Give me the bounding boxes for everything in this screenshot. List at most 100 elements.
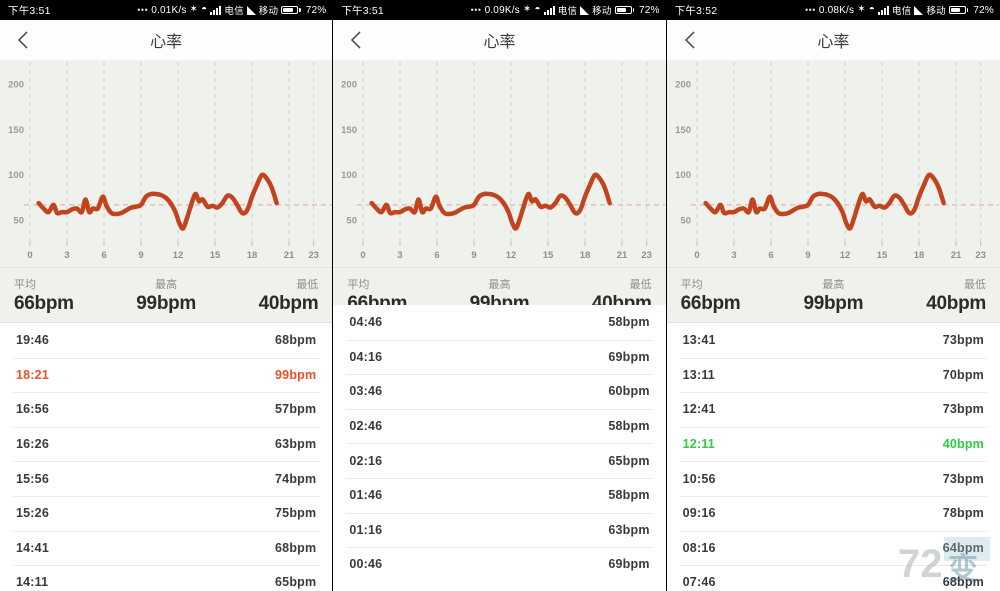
back-chevron-icon[interactable]	[333, 20, 379, 60]
heart-rate-chart: 50 100 150 200 0 3 6 9 12 15 18 21 23	[0, 60, 333, 268]
page-title: 心率	[150, 34, 183, 51]
svg-text:0: 0	[694, 250, 699, 261]
measurement-list[interactable]: 13:41 73bpm 13:11 70bpm 12:41 73bpm 12:11 40bpm…	[666, 323, 1000, 591]
network-speed: 0.08K/s	[818, 4, 855, 16]
measurement-time: 15:56	[16, 471, 49, 486]
signal-bars-icon	[878, 5, 890, 15]
measurement-row[interactable]: 00:46 69bpm	[333, 547, 665, 582]
stat-min: 最低 40bpm	[884, 276, 986, 315]
bluetooth-icon: ✶	[857, 4, 866, 15]
svg-text:18: 18	[247, 250, 258, 261]
svg-text:21: 21	[284, 250, 295, 261]
status-bar: 下午3:52 ••• 0.08K/s ✶ ◓ 电信 移动 72%	[666, 0, 1000, 20]
stat-label: 最高	[155, 278, 178, 291]
svg-text:200: 200	[675, 80, 691, 91]
measurement-row[interactable]: 01:16 63bpm	[333, 512, 665, 548]
measurement-row[interactable]: 03:46 60bpm	[333, 374, 665, 409]
stat-min: 最低 40bpm	[217, 276, 319, 315]
measurement-time: 03:46	[349, 384, 383, 399]
chart-x-axis	[666, 267, 1000, 268]
measurement-time: 14:11	[16, 575, 49, 590]
chart-gridlines	[362, 62, 648, 242]
svg-text:18: 18	[913, 250, 924, 261]
svg-text:21: 21	[950, 250, 961, 261]
status-time: 下午3:52	[674, 4, 718, 17]
measurement-value: 58bpm	[608, 315, 650, 330]
measurement-value: 68bpm	[942, 575, 984, 590]
bluetooth-icon: ✶	[189, 4, 199, 15]
measurement-list[interactable]: 04:46 58bpm 04:16 69bpm 03:46 60bpm 02:46 58bpm…	[333, 305, 666, 582]
status-time: 下午3:51	[8, 4, 51, 17]
measurement-time: 02:16	[349, 453, 383, 468]
measurement-row[interactable]: 15:26 75bpm	[0, 495, 332, 531]
svg-text:15: 15	[210, 250, 221, 261]
measurement-row[interactable]: 08:16 64bpm	[667, 530, 1000, 566]
measurement-row[interactable]: 13:41 73bpm	[667, 323, 1000, 358]
measurement-value: 73bpm	[942, 402, 984, 417]
chart-series-line	[36, 172, 279, 231]
status-time: 下午3:51	[341, 4, 384, 17]
stats-summary: 平均 66bpm 最高 99bpm 最低 40bpm	[0, 268, 333, 323]
measurement-row[interactable]: 16:56 57bpm	[0, 392, 332, 427]
stat-label: 平均	[14, 278, 36, 291]
measurement-time: 04:16	[349, 349, 383, 364]
network-speed: 0.01K/s	[151, 4, 187, 16]
carrier-label-2: 移动	[926, 6, 946, 17]
svg-text:15: 15	[876, 250, 887, 261]
measurement-row[interactable]: 04:16 69bpm	[333, 339, 665, 375]
chart-y-ticks: 50 100 150 200	[341, 80, 357, 227]
carrier-label-1: 电信	[557, 6, 578, 17]
measurement-list[interactable]: 19:46 68bpm 18:21 99bpm 16:56 57bpm 16:26 63bpm…	[0, 323, 333, 591]
svg-text:21: 21	[617, 250, 628, 261]
measurement-row[interactable]: 14:11 65bpm	[0, 565, 332, 591]
measurement-value: 78bpm	[942, 506, 984, 521]
measurement-row[interactable]: 09:16 78bpm	[667, 495, 1000, 531]
measurement-time: 00:46	[349, 557, 383, 572]
measurement-row[interactable]: 01:46 58bpm	[333, 477, 665, 513]
measurement-row[interactable]: 10:56 73bpm	[667, 461, 1000, 496]
svg-text:23: 23	[308, 250, 319, 261]
measurement-row[interactable]: 12:11 40bpm	[667, 426, 1000, 462]
measurement-row[interactable]: 04:46 58bpm	[333, 305, 665, 340]
svg-text:3: 3	[64, 250, 69, 261]
measurement-value: 58bpm	[608, 419, 650, 434]
battery-icon	[948, 6, 969, 14]
svg-text:100: 100	[675, 170, 691, 181]
wifi-icon: ◓	[868, 4, 876, 15]
svg-text:150: 150	[341, 125, 357, 136]
measurement-value: 68bpm	[275, 540, 317, 555]
measurement-row[interactable]: 02:46 58bpm	[333, 408, 665, 444]
measurement-value: 63bpm	[608, 522, 650, 537]
stat-average: 平均 66bpm	[681, 276, 783, 315]
status-bar: 下午3:51 ••• 0.01K/s ✶ ◓ 电信 移动 72%	[0, 0, 333, 20]
svg-text:3: 3	[398, 250, 403, 261]
svg-text:6: 6	[768, 250, 773, 261]
more-dots-icon: •••	[137, 5, 149, 15]
stat-value: 40bpm	[926, 292, 986, 314]
chart-gridlines	[696, 62, 981, 242]
battery-percent: 72%	[639, 4, 660, 16]
measurement-row[interactable]: 14:41 68bpm	[0, 530, 332, 566]
svg-text:50: 50	[680, 215, 691, 226]
network-speed: 0.09K/s	[484, 4, 520, 16]
measurement-row[interactable]: 16:26 63bpm	[0, 426, 332, 462]
back-chevron-icon[interactable]	[0, 20, 46, 60]
measurement-time: 01:16	[349, 522, 383, 537]
stat-value: 66bpm	[14, 292, 74, 314]
measurement-time: 16:26	[16, 437, 49, 452]
measurement-row[interactable]: 18:21 99bpm	[0, 357, 332, 393]
back-chevron-icon[interactable]	[667, 20, 713, 60]
measurement-row[interactable]: 19:46 68bpm	[0, 323, 332, 358]
svg-text:6: 6	[101, 250, 106, 261]
measurement-row[interactable]: 07:46 68bpm	[667, 565, 1000, 591]
measurement-row[interactable]: 12:41 73bpm	[667, 392, 1000, 427]
heart-rate-chart: 50 100 150 200 0 3 6 9 12 15 18 21 23	[666, 60, 1000, 268]
battery-percent: 72%	[305, 4, 327, 16]
measurement-row[interactable]: 13:11 70bpm	[667, 357, 1000, 393]
measurement-row[interactable]: 15:56 74bpm	[0, 461, 332, 496]
stat-label: 最低	[296, 278, 319, 291]
measurement-row[interactable]: 02:16 65bpm	[333, 443, 665, 478]
stat-value: 99bpm	[136, 292, 197, 314]
stats-summary: 平均 66bpm 最高 99bpm 最低 40bpm	[666, 268, 1000, 323]
svg-text:9: 9	[472, 250, 477, 261]
